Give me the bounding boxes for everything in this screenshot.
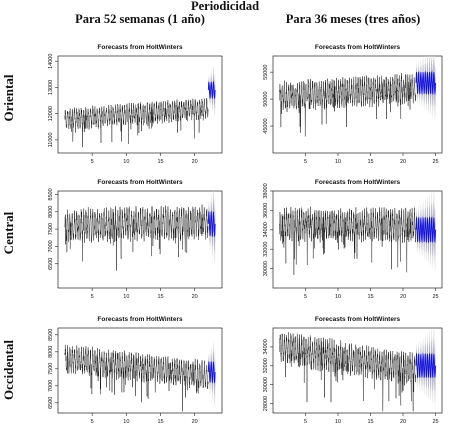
chart-title: Forecasts from HoltWinters [315,179,401,186]
x-tick-label: 5 [304,159,307,165]
x-tick-label: 20 [192,159,198,165]
y-tick-label: 34000 [263,222,269,237]
x-tick-label: 5 [91,294,94,300]
column-header-52-weeks: Para 52 semanas (1 año) [75,12,205,26]
chart-central-36-months: Forecasts from HoltWinters 30000 32000 3400… [263,179,443,300]
x-tick-label: 5 [304,294,307,300]
x-tick-label: 20 [400,159,406,165]
plot-frame [272,190,443,289]
row-label-central: Central [1,211,16,255]
y-tick-label: 8500 [48,188,54,200]
x-tick-label: 15 [157,419,163,425]
y-tick-label: 7500 [48,223,54,235]
x-tick-label: 15 [367,294,373,300]
y-tick-label: 30000 [263,261,269,276]
history-series-line [64,204,209,271]
chart-occidental-36-months: Forecasts from HoltWinters 28000 30000 3200… [263,316,443,425]
chart-title: Forecasts from HoltWinters [97,316,183,323]
x-tick-label: 10 [335,419,341,425]
plot-frame [57,190,223,289]
x-tick-label: 5 [91,419,94,425]
history-series-line [64,97,209,148]
row-label-occidental: Occidental [1,340,16,400]
x-tick-label: 25 [432,159,438,165]
forecast-series-line [207,360,216,384]
plot-frame [272,55,443,154]
forecast-series-line [207,210,216,238]
y-tick-label: 45000 [263,118,269,133]
forecast-series-line [415,352,436,378]
x-tick-label: 25 [432,419,438,425]
x-tick-label: 15 [367,419,373,425]
y-tick-label: 8000 [48,206,54,218]
y-tick-label: 12000 [48,106,54,121]
x-tick-label: 20 [400,294,406,300]
y-tick-label: 7000 [48,380,54,392]
plot-frame [57,327,223,414]
chart-occidental-52-weeks: Forecasts from HoltWinters 6500 7000 7500 80… [48,316,223,425]
chart-oriental-52-weeks: Forecasts from HoltWinters 11000 12000 1300… [48,44,223,165]
row-label-oriental: Oriental [1,74,16,122]
chart-title: Forecasts from HoltWinters [315,316,401,323]
y-tick-label: 13000 [48,80,54,95]
x-tick-label: 10 [123,159,129,165]
chart-oriental-36-months: Forecasts from HoltWinters 45000 50000 5500… [263,44,443,165]
plot-frame [57,55,223,154]
x-tick-label: 20 [400,419,406,425]
y-tick-label: 14000 [48,54,54,69]
x-tick-label: 15 [157,294,163,300]
y-tick-label: 6500 [48,258,54,270]
y-tick-label: 38000 [263,183,269,198]
y-tick-label: 32000 [263,358,269,373]
chart-title: Forecasts from HoltWinters [97,44,183,51]
x-tick-label: 5 [91,159,94,165]
history-series-line [279,332,417,412]
forecast-series-line [415,70,436,96]
y-tick-label: 34000 [263,339,269,354]
chart-title: Forecasts from HoltWinters [97,179,183,186]
y-tick-label: 8000 [48,346,54,358]
history-series-line [279,73,417,137]
y-tick-label: 28000 [263,396,269,411]
x-tick-label: 10 [335,294,341,300]
plot-frame [272,327,443,414]
x-tick-label: 10 [335,159,341,165]
y-tick-label: 6500 [48,397,54,409]
y-tick-label: 30000 [263,377,269,392]
figure-title: Periodicidad [190,0,260,13]
x-tick-label: 25 [432,294,438,300]
x-tick-label: 5 [304,419,307,425]
column-header-36-months: Para 36 meses (tres años) [285,12,421,26]
forecast-series-line [207,80,216,100]
y-tick-label: 7000 [48,240,54,252]
x-tick-label: 10 [123,294,129,300]
x-tick-label: 15 [367,159,373,165]
history-series-line [64,344,209,412]
y-tick-label: 8500 [48,329,54,341]
y-tick-label: 36000 [263,203,269,218]
chart-title: Forecasts from HoltWinters [315,44,401,51]
x-tick-label: 20 [192,419,198,425]
y-tick-label: 50000 [263,91,269,106]
history-series-line [279,206,417,275]
x-tick-label: 15 [157,159,163,165]
forecast-series-line [415,216,436,244]
y-tick-label: 7500 [48,363,54,375]
x-tick-label: 10 [123,419,129,425]
chart-central-52-weeks: Forecasts from HoltWinters 6500 7000 7500 80… [48,179,223,300]
x-tick-label: 20 [192,294,198,300]
y-tick-label: 32000 [263,242,269,257]
y-tick-label: 55000 [263,65,269,80]
y-tick-label: 11000 [48,132,54,147]
